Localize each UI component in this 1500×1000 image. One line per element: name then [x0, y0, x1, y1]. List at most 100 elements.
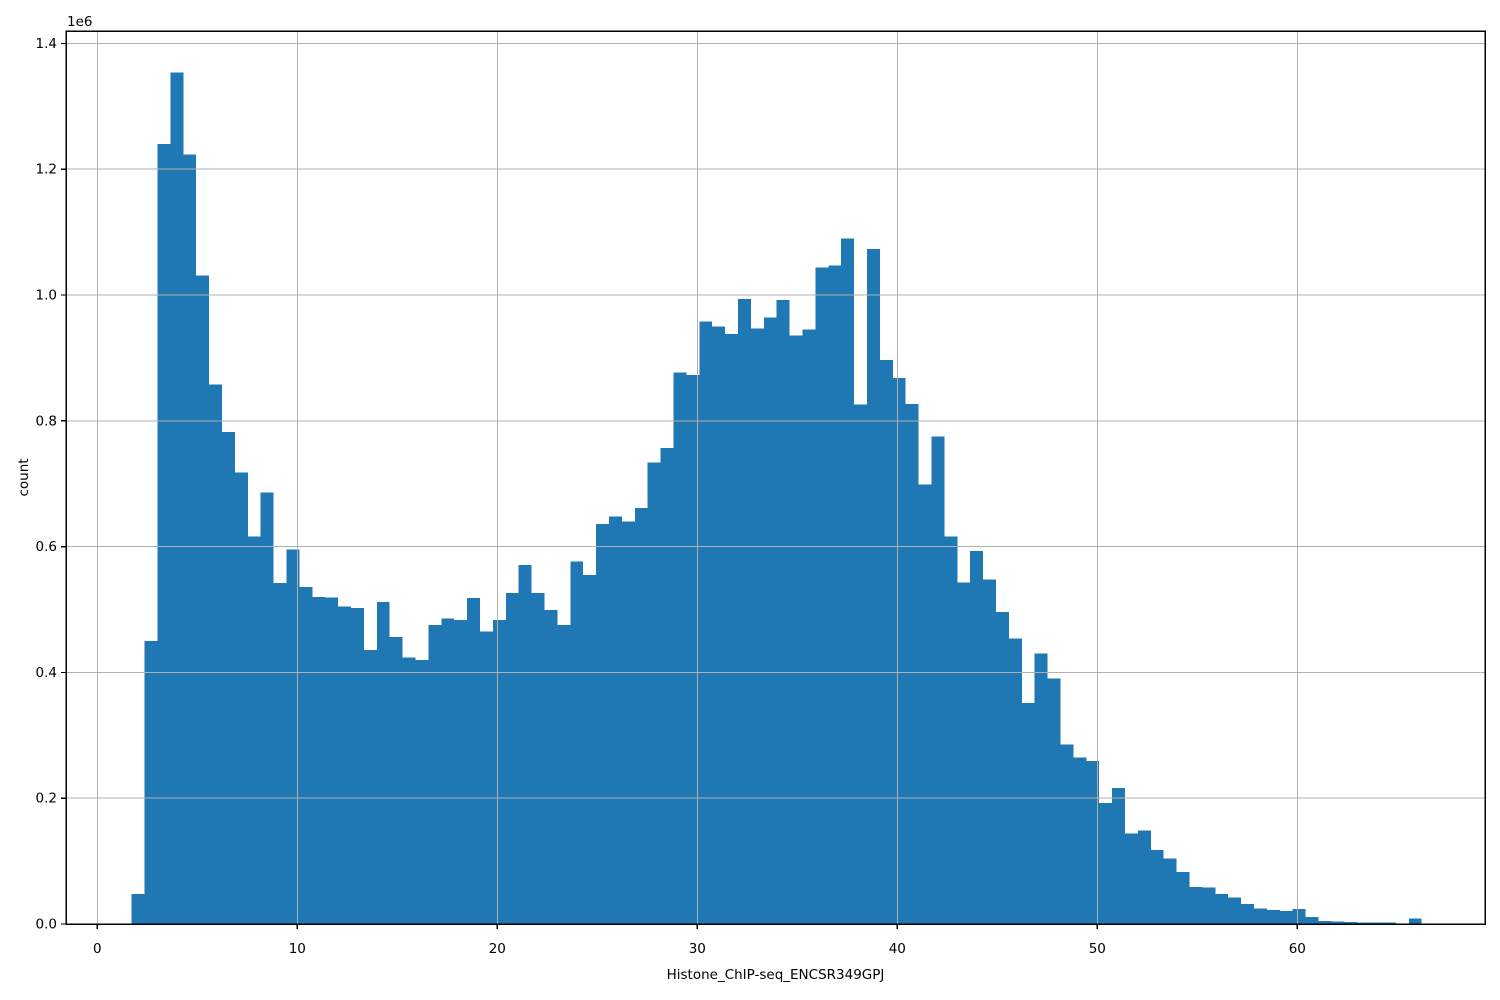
histogram-bar — [260, 492, 274, 924]
histogram-bar — [673, 372, 687, 924]
histogram-bar — [776, 300, 790, 924]
histogram-bar — [583, 574, 597, 924]
histogram-bar — [312, 596, 326, 924]
histogram-bar — [957, 582, 971, 924]
x-tick-label: 20 — [489, 941, 506, 957]
histogram-bar — [544, 610, 558, 924]
y-axis-offset-text: 1e6 — [67, 14, 92, 30]
histogram-bar — [918, 484, 932, 924]
histogram-bar — [815, 267, 829, 924]
y-axis-label: count — [16, 458, 32, 496]
x-tick-label: 50 — [1089, 941, 1106, 957]
histogram-bar — [170, 72, 184, 924]
histogram-bar — [557, 625, 571, 924]
histogram-bar — [402, 657, 416, 924]
histogram-bar — [131, 893, 145, 924]
y-tick-label: 0.6 — [36, 539, 57, 555]
histogram-bar — [1163, 858, 1177, 924]
histogram-bar — [905, 403, 919, 924]
histogram-bar — [647, 462, 661, 924]
histogram-bar — [763, 317, 777, 924]
y-tick-label: 1.2 — [36, 162, 57, 178]
histogram-bar — [1331, 921, 1345, 924]
histogram-bar — [1215, 893, 1229, 924]
histogram-bar — [699, 321, 713, 924]
histogram-bar — [273, 583, 287, 924]
histogram-bar — [634, 508, 648, 924]
histogram-bar — [1254, 908, 1267, 924]
histogram-bar — [1137, 830, 1151, 924]
x-tick-label: 0 — [93, 941, 102, 957]
histogram-bar — [1073, 757, 1087, 924]
histogram-bar — [621, 521, 635, 924]
histogram-bar — [492, 620, 506, 924]
histogram-bar — [144, 640, 158, 924]
y-tick-label: 0.4 — [36, 665, 57, 681]
histogram-bar — [686, 374, 700, 924]
histogram-bar — [931, 436, 945, 924]
histogram-bar — [596, 523, 609, 924]
histogram-bar — [570, 561, 584, 924]
histogram-bar — [841, 238, 855, 924]
histogram-bar — [828, 265, 842, 924]
histogram-bar — [286, 549, 300, 924]
x-tick-label: 10 — [289, 941, 306, 957]
histogram-bar — [209, 384, 222, 924]
x-axis-label: Histone_ChIP-seq_ENCSR349GPJ — [667, 967, 885, 983]
histogram-bar — [1150, 849, 1164, 924]
histogram-bar — [738, 298, 751, 924]
histogram-bar — [789, 335, 803, 924]
y-tick-label: 0.0 — [36, 917, 57, 933]
histogram-bar — [1047, 678, 1061, 924]
histogram-bar — [1189, 886, 1203, 924]
histogram-bar — [157, 144, 171, 924]
histogram-bar — [996, 612, 1009, 924]
histogram-bar — [518, 564, 532, 924]
histogram-bar — [1034, 653, 1048, 924]
grid-lines — [66, 31, 1485, 925]
histogram-bar — [1228, 897, 1242, 924]
y-tick-label: 0.2 — [36, 791, 57, 807]
histogram-bar — [389, 637, 403, 924]
histogram-bar — [660, 447, 674, 924]
histogram-bar — [609, 516, 622, 924]
histogram-bar — [222, 432, 235, 924]
histogram-bar — [467, 598, 480, 924]
histogram-bar — [725, 333, 738, 924]
histogram-bar — [854, 404, 867, 924]
histogram-bar — [1060, 744, 1074, 924]
histogram-bar — [1176, 871, 1190, 924]
histogram-bar — [1408, 918, 1422, 924]
histogram-bar — [1292, 908, 1306, 924]
x-tick-label: 60 — [1289, 941, 1306, 957]
histogram-bar — [1305, 917, 1319, 924]
histogram-bar — [428, 625, 442, 924]
histogram-bar — [247, 536, 261, 924]
histogram-bar — [196, 275, 210, 924]
histogram-bar — [1202, 887, 1216, 924]
histogram-bar — [879, 359, 893, 924]
histogram-bar — [415, 659, 429, 924]
histogram-bar — [750, 328, 764, 925]
histogram-bar — [351, 608, 364, 924]
histogram-bar — [892, 378, 906, 924]
histogram-bar — [867, 249, 880, 924]
histogram-bar — [1021, 703, 1035, 924]
histogram-bar — [1125, 833, 1138, 924]
histogram-bar — [970, 551, 984, 924]
histogram-bar — [234, 472, 248, 924]
histogram-bar — [1241, 903, 1254, 924]
histogram-bar — [1279, 910, 1293, 924]
histogram-bar — [802, 329, 816, 925]
histogram-bar — [1112, 788, 1125, 924]
histogram-bar — [1318, 920, 1332, 924]
histogram-bar — [531, 593, 545, 924]
y-axis-ticks: 0.0 0.2 0.4 0.6 0.8 1.0 1.2 1.4 — [36, 36, 66, 933]
histogram-bar — [1266, 910, 1280, 924]
histogram-bar — [505, 593, 519, 924]
histogram-bar — [338, 606, 351, 924]
histogram-bar — [1099, 803, 1113, 924]
x-tick-label: 30 — [689, 941, 706, 957]
histogram-bar — [454, 620, 468, 924]
